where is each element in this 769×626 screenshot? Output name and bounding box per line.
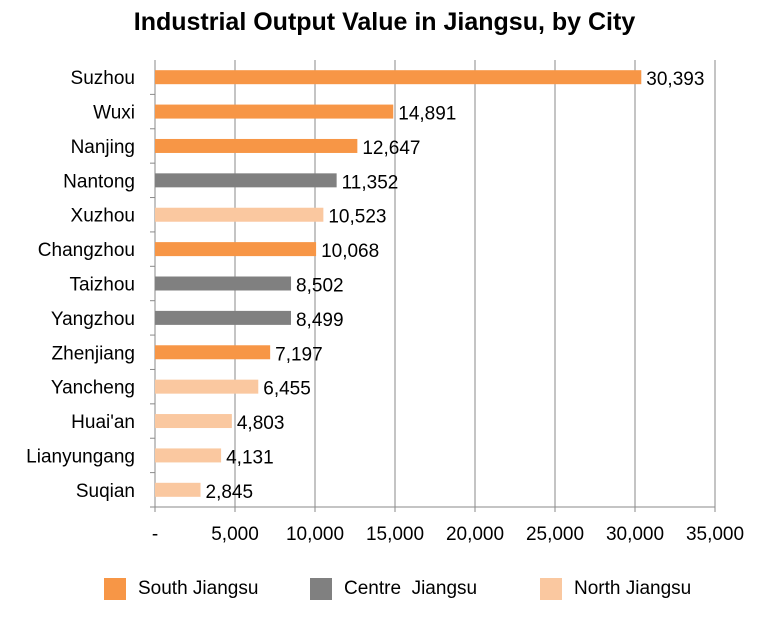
value-label-2: 12,647 — [362, 138, 420, 159]
value-label-9: 6,455 — [263, 379, 311, 400]
category-label-6: Taizhou — [70, 275, 136, 296]
value-label-11: 4,131 — [226, 447, 274, 468]
value-label-12: 2,845 — [206, 482, 254, 503]
legend-north-swatch — [540, 578, 562, 600]
category-label-3: Nantong — [63, 171, 135, 192]
category-label-7: Yangzhou — [51, 309, 135, 330]
value-label-4: 10,523 — [328, 207, 386, 228]
value-label-0: 30,393 — [646, 69, 704, 90]
x-tick-label-5: 25,000 — [526, 524, 584, 545]
bar-1 — [155, 104, 394, 119]
value-label-10: 4,803 — [237, 413, 285, 434]
bar-5 — [155, 242, 317, 257]
category-label-5: Changzhou — [38, 240, 135, 261]
legend-north-label: North Jiangsu — [574, 578, 692, 599]
value-label-3: 11,352 — [342, 172, 399, 193]
category-label-4: Xuzhou — [71, 206, 135, 227]
x-tick-label-4: 20,000 — [446, 524, 504, 545]
bar-0 — [155, 70, 642, 85]
x-tick-label-6: 30,000 — [606, 524, 664, 545]
bar-4 — [155, 207, 324, 222]
legend-centre-label: Centre Jiangsu — [344, 578, 478, 599]
value-label-5: 10,068 — [321, 241, 379, 262]
bar-6 — [155, 276, 292, 291]
legend-north: North Jiangsu — [540, 576, 691, 602]
bar-8 — [155, 345, 271, 360]
category-label-10: Huai'an — [71, 412, 135, 433]
legend-south: South Jiangsu — [104, 576, 258, 602]
x-tick-label-3: 15,000 — [366, 524, 424, 545]
bar-2 — [155, 138, 358, 153]
category-label-2: Nanjing — [71, 137, 135, 158]
category-label-12: Suqian — [76, 481, 135, 502]
value-label-1: 14,891 — [398, 104, 456, 125]
value-label-7: 8,499 — [296, 310, 344, 331]
bar-11 — [155, 448, 222, 463]
legend-centre: Centre Jiangsu — [310, 576, 477, 602]
chart-title: Industrial Output Value in Jiangsu, by C… — [133, 8, 636, 36]
bar-9 — [155, 379, 259, 394]
legend-centre-swatch — [310, 578, 332, 600]
bar-3 — [155, 173, 337, 188]
value-label-8: 7,197 — [275, 344, 323, 365]
category-label-0: Suzhou — [71, 68, 135, 89]
x-tick-label-7: 35,000 — [686, 524, 744, 545]
x-tick-label-2: 10,000 — [286, 524, 344, 545]
x-tick-label-1: 5,000 — [211, 524, 259, 545]
value-label-6: 8,502 — [296, 276, 344, 297]
category-label-1: Wuxi — [93, 103, 135, 124]
bar-7 — [155, 310, 291, 325]
bar-10 — [155, 414, 232, 429]
bar-12 — [155, 482, 201, 497]
legend-south-swatch — [104, 578, 126, 600]
category-label-8: Zhenjiang — [52, 343, 135, 364]
x-tick-label-0: - — [152, 524, 158, 545]
category-label-11: Lianyungang — [26, 446, 135, 467]
category-label-9: Yancheng — [51, 378, 135, 399]
legend-south-label: South Jiangsu — [138, 578, 259, 599]
plot-area: - 5,000 10,000 15,000 20,000 25,000 30,000 35,0… — [26, 60, 744, 545]
